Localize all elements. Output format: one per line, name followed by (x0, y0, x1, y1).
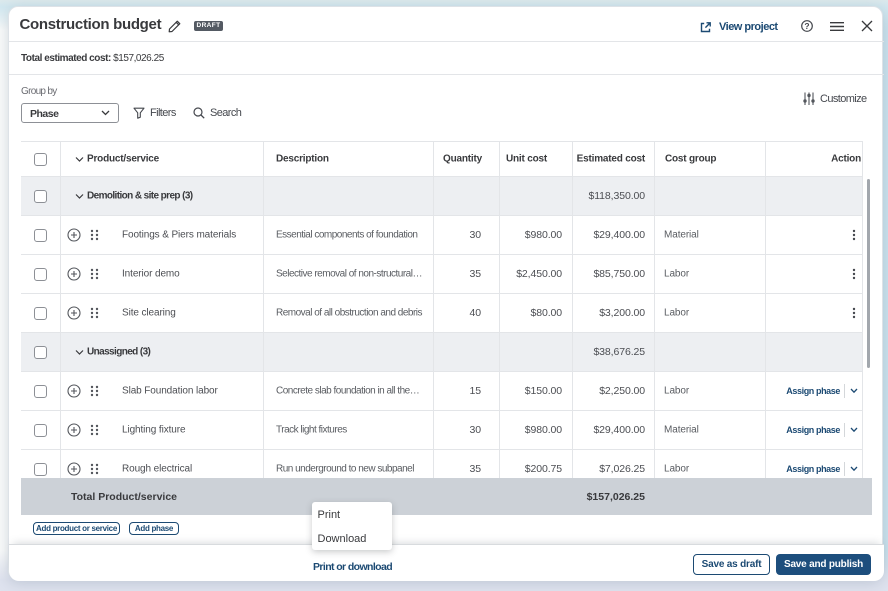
svg-text:?: ? (804, 21, 809, 31)
